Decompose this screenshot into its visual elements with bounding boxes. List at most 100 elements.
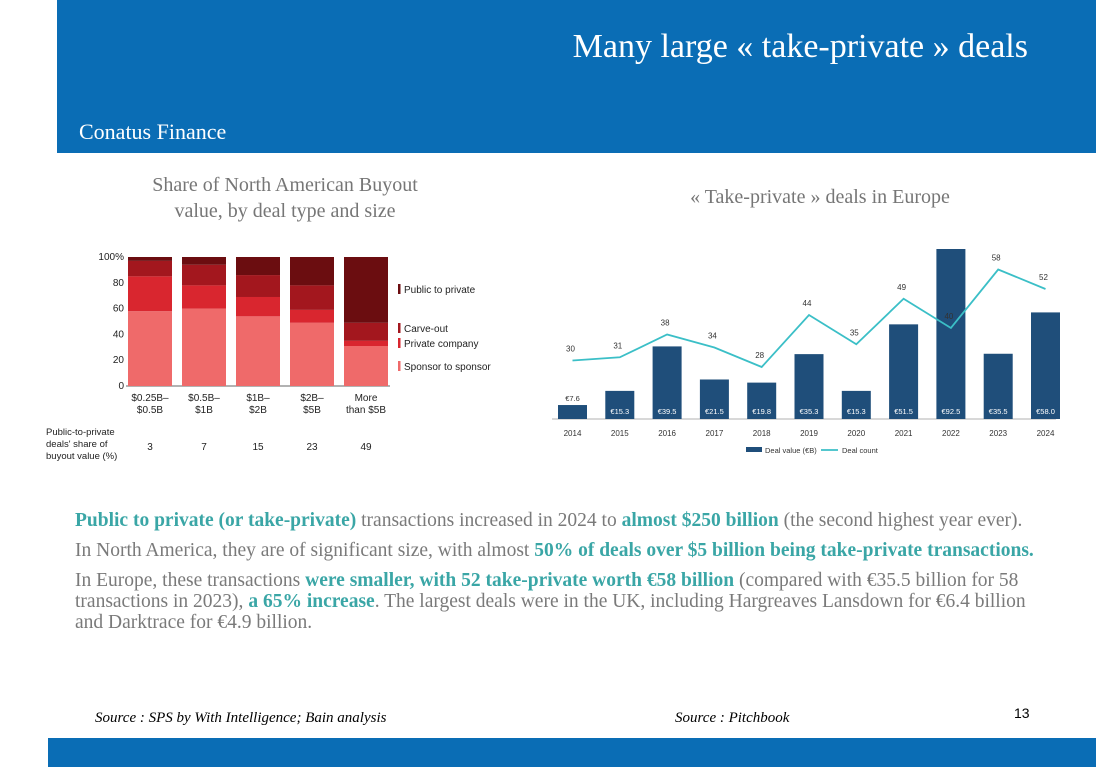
legend-swatch xyxy=(398,323,401,333)
x-tick-label: 2017 xyxy=(706,429,724,438)
x-tick-label: $2B– xyxy=(300,393,324,404)
stacked-bar-segment xyxy=(344,257,388,323)
stacked-bar-segment xyxy=(290,285,334,310)
deal-count-label: 38 xyxy=(661,319,670,328)
legend-swatch-bar xyxy=(746,447,762,452)
legend-label: Deal value (€B) xyxy=(765,446,817,455)
deal-value-bar xyxy=(936,249,966,419)
x-tick-label: 2020 xyxy=(847,429,865,438)
europe-take-private-chart: €7.6 2014 30 €15.3 2015 31 €39.5 2016 38 €21.5 201… xyxy=(552,249,1060,455)
stacked-bar-segment xyxy=(236,275,280,297)
p3-highlight-2: a 65% increase xyxy=(248,591,375,612)
table-value: 7 xyxy=(201,442,207,453)
stacked-bar-segment xyxy=(128,257,172,261)
p1-highlight-1: Public to private (or take-private) xyxy=(75,510,357,531)
stacked-bar-segment xyxy=(344,340,388,347)
stacked-bar-segment xyxy=(182,264,226,286)
stacked-bar-segment xyxy=(290,322,334,386)
right-chart-title: « Take-private » deals in Europe xyxy=(690,186,950,208)
y-tick-label: 60 xyxy=(113,304,125,315)
bar-value-label: €19.8 xyxy=(752,407,771,416)
x-tick-label: $1B xyxy=(195,405,213,416)
page-number: 13 xyxy=(1014,705,1030,721)
p3-text-3: . The largest deals were in the UK, incl… xyxy=(75,591,1026,633)
source-right: Source : Pitchbook xyxy=(675,710,790,726)
deal-value-bar xyxy=(889,324,919,419)
brand-name: Conatus Finance xyxy=(79,119,227,144)
deal-count-line xyxy=(572,268,1046,369)
x-tick-label: 2019 xyxy=(800,429,818,438)
stacked-bar-segment xyxy=(182,285,226,309)
stacked-bar-segment xyxy=(182,257,226,265)
deal-value-bar xyxy=(841,390,871,419)
left-chart-title-line2: value, by deal type and size xyxy=(174,200,396,222)
left-chart-title-line1: Share of North American Buyout xyxy=(152,174,418,196)
y-tick-label: 100% xyxy=(98,252,124,263)
table-value: 49 xyxy=(360,442,372,453)
paragraph-1: Public to private (or take-private) tran… xyxy=(75,510,1035,531)
paragraph-3: In Europe, these transactions were small… xyxy=(75,570,1035,633)
y-tick-label: 20 xyxy=(113,355,125,366)
legend-label: Sponsor to sponsor xyxy=(404,362,491,373)
source-left: Source : SPS by With Intelligence; Bain … xyxy=(95,710,387,726)
x-tick-label: 2024 xyxy=(1037,429,1055,438)
deal-count-label: 58 xyxy=(992,254,1001,263)
legend-label: Public to private xyxy=(404,285,476,296)
x-tick-label: 2018 xyxy=(753,429,771,438)
legend-swatch xyxy=(398,361,401,371)
deal-value-bar xyxy=(1031,312,1060,419)
bar-value-label: €15.3 xyxy=(610,407,629,416)
legend-swatch xyxy=(398,284,401,294)
legend-label: Deal count xyxy=(842,446,879,455)
stacked-bar-segment xyxy=(128,311,172,386)
stacked-bar-segment xyxy=(290,257,334,286)
x-tick-label: More xyxy=(355,393,378,404)
deal-count-label: 31 xyxy=(613,341,622,350)
p3-highlight-1: were smaller, with 52 take-private worth… xyxy=(305,570,735,591)
x-tick-label: $0.5B– xyxy=(188,393,220,404)
x-tick-label: 2014 xyxy=(564,429,582,438)
slide-title: Many large « take-private » deals xyxy=(572,28,1028,65)
stacked-bar-segment xyxy=(344,346,388,386)
x-tick-label: $2B xyxy=(249,405,267,416)
deal-count-label: 30 xyxy=(566,345,575,354)
table-row-label: Public-to-private xyxy=(46,427,115,438)
y-tick-label: 0 xyxy=(118,381,124,392)
stacked-bar-segment xyxy=(236,296,280,317)
p3-text-2: (compared with €35.5 billion for 58 tran… xyxy=(75,570,1019,612)
deal-count-label: 52 xyxy=(1039,273,1048,282)
bar-value-label: €51.5 xyxy=(894,407,913,416)
x-tick-label: 2015 xyxy=(611,429,629,438)
deal-value-bar xyxy=(652,346,682,419)
x-tick-label: $1B– xyxy=(246,393,270,404)
body-text: Public to private (or take-private) tran… xyxy=(75,510,1035,642)
table-value: 23 xyxy=(306,442,318,453)
left-chart-title: Share of North American Buyout value, by… xyxy=(115,172,455,224)
deal-value-bar xyxy=(605,390,635,419)
stacked-bar-segment xyxy=(182,308,226,386)
deal-value-bar xyxy=(983,353,1013,419)
stacked-bar-segment xyxy=(344,322,388,341)
bar-value-label: €21.5 xyxy=(705,407,724,416)
deal-count-label: 44 xyxy=(803,299,812,308)
deal-count-label: 35 xyxy=(850,328,859,337)
deal-value-bar xyxy=(747,382,777,419)
table-row-label: deals' share of xyxy=(46,439,108,450)
stacked-bar-segment xyxy=(236,316,280,386)
table-row-label: buyout value (%) xyxy=(46,451,117,462)
stacked-bar-segment xyxy=(128,260,172,277)
stacked-bar-segment xyxy=(290,309,334,323)
deal-count-label: 34 xyxy=(708,332,717,341)
y-tick-label: 40 xyxy=(113,329,125,340)
p1-text-2: (the second highest year ever). xyxy=(778,510,1023,531)
bar-value-label: €15.3 xyxy=(847,407,866,416)
bar-value-label: €35.5 xyxy=(989,407,1008,416)
bar-value-label: €7.6 xyxy=(565,394,580,403)
bar-value-label: €39.5 xyxy=(658,407,677,416)
p2-highlight-1: 50% of deals over $5 billion being take-… xyxy=(534,540,1034,561)
table-value: 15 xyxy=(252,442,264,453)
header-band: Many large « take-private » deals Conatu… xyxy=(57,0,1096,153)
deal-value-bar xyxy=(558,405,587,419)
table-value: 3 xyxy=(147,442,153,453)
x-tick-label: 2023 xyxy=(989,429,1007,438)
